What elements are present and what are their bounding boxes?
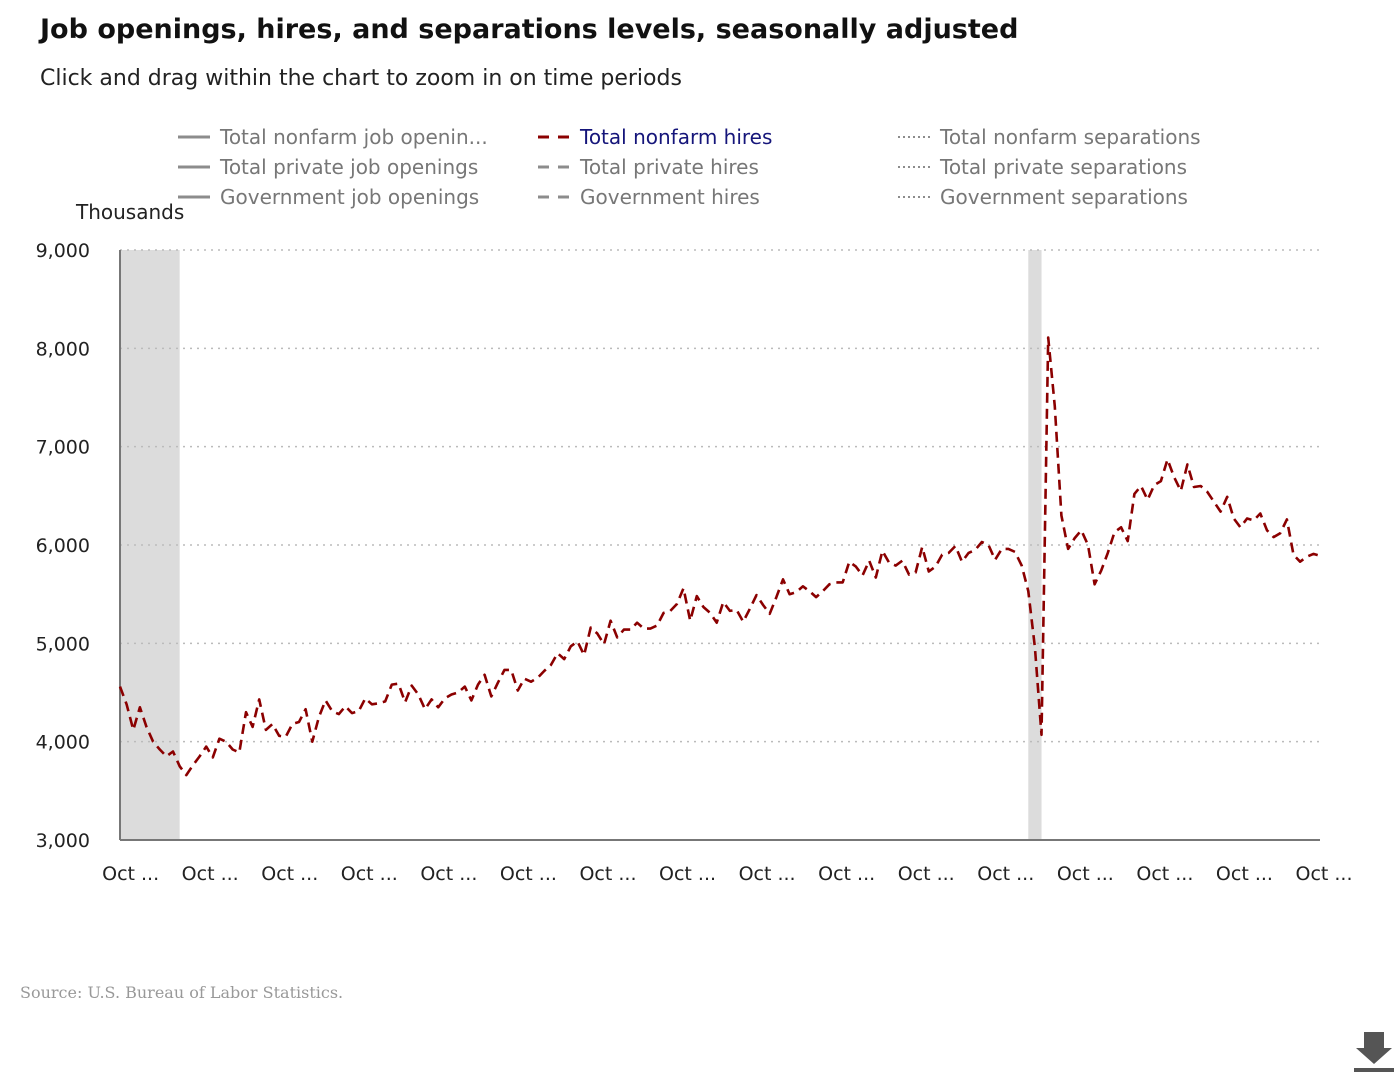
legend-label: Total private hires: [580, 155, 759, 179]
x-tick-label: Oct ...: [182, 863, 239, 885]
legend-swatch: [898, 136, 930, 138]
legend-swatch: [538, 195, 570, 199]
x-tick-label: Oct ...: [1136, 863, 1193, 885]
y-axis-label: Thousands: [75, 200, 184, 224]
chart-subtitle: Click and drag within the chart to zoom …: [40, 66, 682, 91]
legend-label: Total nonfarm hires: [580, 125, 773, 149]
x-tick-label: Oct ...: [977, 863, 1034, 885]
legend-swatch: [178, 165, 210, 169]
x-tick-label: Oct ...: [818, 863, 875, 885]
x-tick-label: Oct ...: [739, 863, 796, 885]
x-tick-label: Oct ...: [261, 863, 318, 885]
legend: Total nonfarm job openin... Total nonfarm…: [178, 122, 1278, 216]
legend-label: Government hires: [580, 185, 760, 209]
legend-label: Total nonfarm job openin...: [220, 125, 488, 149]
legend-item[interactable]: Government hires: [538, 182, 760, 212]
legend-label: Total private separations: [940, 155, 1188, 179]
legend-item[interactable]: Total nonfarm hires: [538, 122, 772, 152]
x-tick-label: Oct ...: [1057, 863, 1114, 885]
x-tick-label: Oct ...: [659, 863, 716, 885]
x-tick-label: Oct ...: [420, 863, 477, 885]
legend-swatch: [178, 135, 210, 139]
x-tick-label: Oct ...: [341, 863, 398, 885]
y-tick-label: 3,000: [36, 830, 90, 852]
legend-label: Government job openings: [220, 185, 480, 209]
chart-title: Job openings, hires, and separations lev…: [40, 14, 1019, 45]
x-tick-label: Oct ...: [102, 863, 159, 885]
legend-swatch: [898, 196, 930, 198]
legend-item[interactable]: Total nonfarm job openin...: [178, 122, 488, 152]
legend-swatch: [898, 166, 930, 168]
legend-item[interactable]: Government separations: [898, 182, 1188, 212]
source-note: Source: U.S. Bureau of Labor Statistics.: [20, 983, 344, 1002]
y-tick-label: 4,000: [36, 732, 90, 754]
recession-bands: [120, 250, 1042, 840]
legend-swatch: [538, 135, 570, 139]
x-tick-label: Oct ...: [898, 863, 955, 885]
series-lines: [118, 336, 1321, 777]
chart-area[interactable]: 9,000 8,000 7,000 6,000 5,000 4,000 3,000 Oct .…: [0, 0, 1400, 960]
download-icon[interactable]: [1352, 1030, 1396, 1074]
x-tick-label: Oct ...: [1216, 863, 1273, 885]
y-tick-label: 9,000: [36, 240, 90, 262]
legend-label: Government separations: [940, 185, 1188, 209]
legend-label: Total nonfarm separations: [940, 125, 1201, 149]
legend-item[interactable]: Total private job openings: [178, 152, 478, 182]
legend-label: Total private job openings: [220, 155, 479, 179]
y-tick-label: 7,000: [36, 437, 90, 459]
legend-item[interactable]: Total nonfarm separations: [898, 122, 1201, 152]
gridlines: [120, 249, 1320, 743]
axes: 9,000 8,000 7,000 6,000 5,000 4,000 3,000 Oct .…: [36, 240, 1353, 885]
legend-swatch: [538, 165, 570, 169]
legend-item[interactable]: Government job openings: [178, 182, 479, 212]
legend-item[interactable]: Total private separations: [898, 152, 1187, 182]
x-tick-label: Oct ...: [579, 863, 636, 885]
series-line-total-nonfarm-hires: [118, 336, 1321, 777]
y-tick-label: 5,000: [36, 633, 90, 655]
y-tick-label: 8,000: [36, 338, 90, 360]
x-tick-label: Oct ...: [500, 863, 557, 885]
legend-swatch: [178, 195, 210, 199]
legend-item[interactable]: Total private hires: [538, 152, 759, 182]
x-tick-label: Oct ...: [1295, 863, 1352, 885]
y-tick-label: 6,000: [36, 535, 90, 557]
